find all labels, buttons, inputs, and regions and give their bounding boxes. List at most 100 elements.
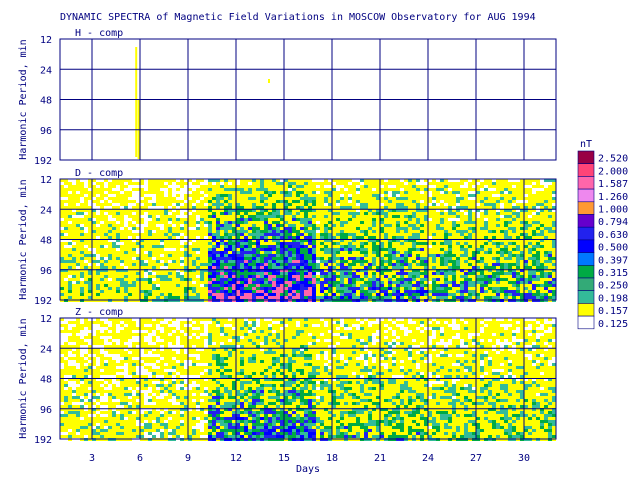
heatmap-cell — [188, 272, 192, 275]
heatmap-cell — [228, 218, 232, 221]
heatmap-cell — [536, 179, 540, 182]
heatmap-cell — [204, 251, 208, 254]
heatmap-cell — [84, 420, 88, 423]
heatmap-cell — [84, 203, 88, 206]
heatmap-cell — [320, 263, 324, 266]
heatmap-cell — [532, 224, 536, 227]
heatmap-cell — [508, 200, 512, 203]
heatmap-cell — [96, 203, 100, 206]
heatmap-cell — [164, 185, 168, 188]
heatmap-cell — [296, 272, 300, 275]
heatmap-cell — [148, 230, 152, 233]
heatmap-cell — [248, 278, 252, 281]
heatmap-cell — [88, 284, 92, 287]
heatmap-cell — [112, 287, 116, 290]
heatmap-cell — [236, 254, 240, 257]
heatmap-cell — [412, 212, 416, 215]
heatmap-cell — [144, 281, 148, 284]
heatmap-cell — [452, 182, 456, 185]
heatmap-cell — [76, 233, 80, 236]
heatmap-cell — [248, 263, 252, 266]
heatmap-cell — [80, 203, 84, 206]
heatmap-cell — [124, 242, 128, 245]
heatmap-cell — [92, 423, 96, 426]
heatmap-cell — [368, 179, 372, 182]
heatmap-cell — [460, 239, 464, 242]
heatmap-cell — [104, 230, 108, 233]
heatmap-cell — [552, 218, 556, 221]
heatmap-cell — [272, 203, 276, 206]
heatmap-cell — [200, 224, 204, 227]
heatmap-cell — [164, 203, 168, 206]
heatmap-cell — [188, 179, 192, 182]
heatmap-cell — [532, 233, 536, 236]
heatmap-cell — [484, 239, 488, 242]
heatmap-cell — [292, 233, 296, 236]
heatmap-cell — [532, 266, 536, 269]
heatmap-cell — [180, 218, 184, 221]
heatmap-cell — [552, 212, 556, 215]
heatmap-cell — [540, 227, 544, 230]
heatmap-cell — [456, 275, 460, 278]
heatmap-cell — [264, 251, 268, 254]
heatmap-cell — [324, 269, 328, 272]
heatmap-cell — [404, 272, 408, 275]
heatmap-cell — [244, 182, 248, 185]
heatmap-cell — [256, 272, 260, 275]
heatmap-cell — [72, 408, 76, 411]
heatmap-cell — [340, 269, 344, 272]
heatmap-cell — [344, 287, 348, 290]
heatmap-cell — [372, 269, 376, 272]
heatmap-cell — [540, 194, 544, 197]
heatmap-cell — [552, 206, 556, 209]
heatmap-cell — [524, 242, 528, 245]
heatmap-cell — [60, 266, 64, 269]
heatmap-cell — [92, 215, 96, 218]
heatmap-cell — [412, 203, 416, 206]
heatmap-cell — [548, 230, 552, 233]
heatmap-cell — [440, 266, 444, 269]
heatmap-cell — [552, 233, 556, 236]
heatmap-cell — [76, 296, 80, 299]
heatmap-cell — [372, 209, 376, 212]
heatmap-cell — [260, 200, 264, 203]
heatmap-cell — [368, 239, 372, 242]
heatmap-cell — [76, 290, 80, 293]
heatmap-cell — [328, 215, 332, 218]
heatmap-cell — [112, 284, 116, 287]
heatmap-cell — [116, 266, 120, 269]
heatmap-cell — [368, 185, 372, 188]
heatmap-cell — [532, 197, 536, 200]
heatmap-cell — [228, 296, 232, 299]
heatmap-cell — [64, 372, 68, 375]
heatmap-cell — [540, 206, 544, 209]
heatmap-cell — [140, 221, 144, 224]
heatmap-cell — [452, 242, 456, 245]
heatmap-cell — [512, 212, 516, 215]
heatmap-cell — [248, 230, 252, 233]
heatmap-cell — [172, 278, 176, 281]
heatmap-cell — [252, 233, 256, 236]
heatmap-cell — [372, 290, 376, 293]
heatmap-cell — [116, 272, 120, 275]
heatmap-cell — [432, 272, 436, 275]
heatmap-cell — [72, 420, 76, 423]
heatmap-cell — [312, 230, 316, 233]
heatmap-cell — [412, 290, 416, 293]
heatmap-cell — [300, 218, 304, 221]
heatmap-cell — [100, 215, 104, 218]
heatmap-cell — [188, 269, 192, 272]
heatmap-cell — [236, 203, 240, 206]
heatmap-cell — [60, 236, 64, 239]
heatmap-cell — [488, 239, 492, 242]
heatmap-cell — [304, 272, 308, 275]
heatmap-cell — [304, 245, 308, 248]
heatmap-cell — [468, 245, 472, 248]
heatmap-cell — [312, 212, 316, 215]
heatmap-cell — [420, 281, 424, 284]
heatmap-cell — [164, 212, 168, 215]
heatmap-cell — [452, 239, 456, 242]
heatmap-cell — [88, 287, 92, 290]
heatmap-cell — [524, 254, 528, 257]
heatmap-cell — [132, 254, 136, 257]
